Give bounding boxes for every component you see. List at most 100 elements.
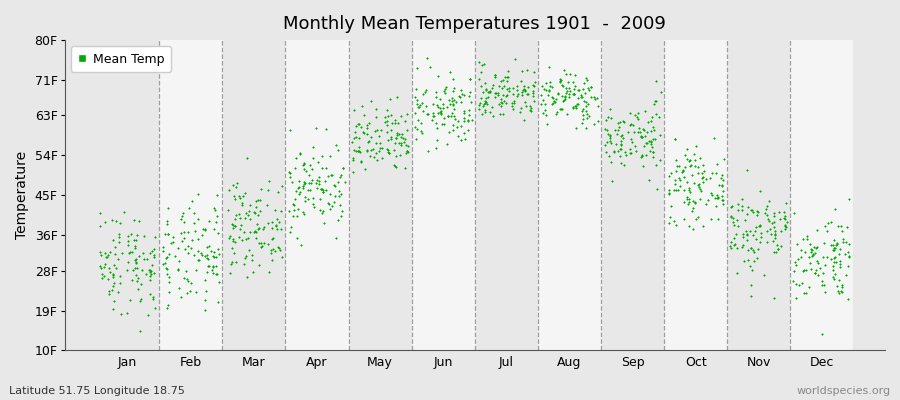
Point <box>640 129 654 136</box>
Point <box>676 174 690 180</box>
Point <box>750 212 764 218</box>
Point <box>198 307 212 314</box>
Point <box>446 101 460 107</box>
Point <box>826 274 841 280</box>
Point <box>415 130 429 136</box>
Point <box>250 220 265 227</box>
Point <box>555 82 570 89</box>
Point <box>688 199 702 205</box>
Point <box>158 265 173 272</box>
Point <box>512 109 526 115</box>
Point <box>747 248 761 255</box>
Point <box>690 213 705 220</box>
Point <box>410 65 425 72</box>
Point <box>223 233 238 240</box>
Point <box>229 258 243 265</box>
Point <box>602 132 616 138</box>
Point <box>274 207 288 214</box>
Point <box>228 239 242 245</box>
Point <box>297 178 311 185</box>
Point <box>806 247 820 253</box>
Point <box>611 119 625 126</box>
Point <box>601 153 616 160</box>
Point <box>760 202 774 209</box>
Point <box>809 227 824 233</box>
Point <box>162 274 176 280</box>
Point <box>320 126 334 133</box>
Point <box>687 150 701 157</box>
Point <box>553 76 567 82</box>
Point <box>124 249 139 256</box>
Point <box>572 95 586 101</box>
Point <box>598 117 613 123</box>
Point <box>144 268 158 274</box>
Point <box>212 251 226 257</box>
Point <box>235 202 249 208</box>
Point <box>603 138 617 144</box>
Point <box>260 241 274 247</box>
Point <box>624 136 638 143</box>
Point <box>296 162 310 168</box>
Point <box>686 226 700 232</box>
Point <box>102 276 116 282</box>
Point <box>262 178 276 184</box>
Point <box>451 132 465 139</box>
Point <box>842 263 856 270</box>
Point <box>296 208 310 215</box>
Point <box>303 187 318 193</box>
Point <box>566 104 580 110</box>
Point <box>323 172 338 178</box>
Point <box>265 257 279 264</box>
Point <box>614 133 628 139</box>
Point <box>172 285 186 291</box>
Point <box>577 79 591 86</box>
Point <box>160 266 175 272</box>
Point <box>430 124 445 131</box>
Point <box>536 96 550 103</box>
Point <box>817 223 832 229</box>
Point <box>649 98 663 104</box>
Point <box>128 245 142 251</box>
Point <box>709 169 724 176</box>
Point <box>369 106 383 112</box>
Point <box>709 195 724 201</box>
Point <box>598 126 612 132</box>
Point <box>191 236 205 242</box>
Point <box>827 245 842 252</box>
Point <box>796 267 810 274</box>
Point <box>500 78 515 84</box>
Point <box>645 136 660 142</box>
Point <box>302 172 317 178</box>
Point <box>429 137 444 144</box>
Point <box>558 92 572 99</box>
Point <box>346 135 361 141</box>
Point <box>383 95 398 102</box>
Point <box>635 152 650 159</box>
Point <box>474 111 489 117</box>
Point <box>373 140 387 146</box>
Point <box>579 99 593 105</box>
Point <box>297 161 311 167</box>
Point <box>97 264 112 270</box>
Point <box>631 128 645 135</box>
Point <box>740 237 754 243</box>
Point <box>125 277 140 284</box>
Point <box>306 194 320 201</box>
Bar <box>411 40 475 350</box>
Point <box>464 98 478 105</box>
Title: Monthly Mean Temperatures 1901  -  2009: Monthly Mean Temperatures 1901 - 2009 <box>284 15 666 33</box>
Point <box>697 179 711 186</box>
Point <box>615 160 629 166</box>
Point <box>537 100 552 107</box>
Point <box>696 222 710 229</box>
Point <box>742 263 757 270</box>
Point <box>803 240 817 247</box>
Point <box>352 144 366 150</box>
Point <box>562 91 577 97</box>
Point <box>387 120 401 126</box>
Point <box>274 226 289 233</box>
Point <box>372 148 386 155</box>
Point <box>609 141 624 147</box>
Point <box>482 89 496 96</box>
Point <box>664 203 679 209</box>
